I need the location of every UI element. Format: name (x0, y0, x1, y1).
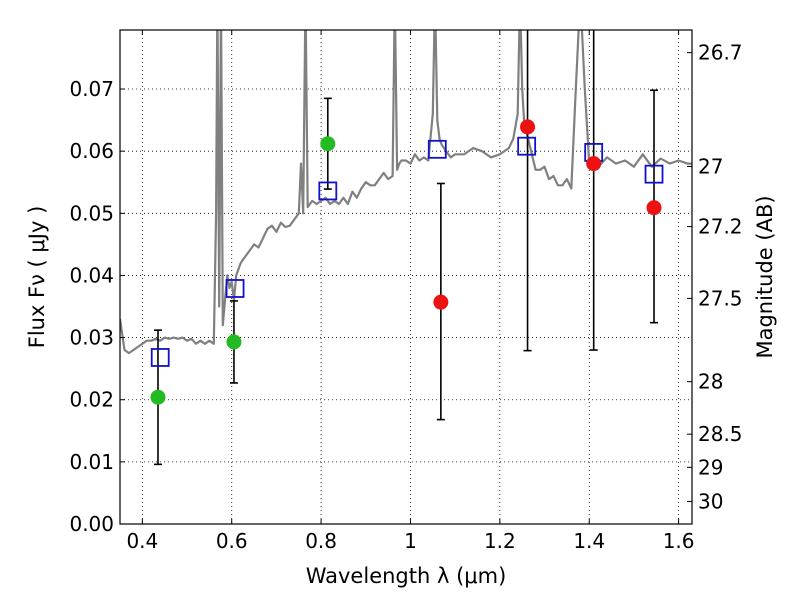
y-tick-label: 0.01 (69, 450, 114, 474)
y-tick-label: 0.05 (69, 201, 114, 225)
model-spectrum-line (120, 30, 692, 355)
y-axis-label: Flux Fν ( μJy ) (25, 206, 49, 349)
magnitude-tick-label: 28.5 (698, 422, 743, 446)
magnitude-tick-label: 29 (698, 455, 723, 479)
nondetection-point (646, 200, 662, 216)
x-tick-label: 0.8 (305, 529, 337, 553)
detection-point (226, 334, 242, 350)
model-photometry-square (225, 279, 245, 298)
magnitude-tick-label: 26.7 (698, 41, 743, 65)
x-tick-label: 1.4 (573, 529, 605, 553)
y-tick-label: 0.06 (69, 139, 114, 163)
x-tick-label: 0.6 (216, 529, 248, 553)
magnitude-tick-label: 27.5 (698, 286, 743, 310)
nondetection-point (586, 156, 602, 172)
model-photometry-square (644, 164, 664, 184)
model-photometry-square (150, 348, 170, 367)
magnitude-tick-label: 27 (698, 154, 723, 178)
nondetection-point (433, 294, 449, 310)
magnitude-tick-label: 28 (698, 370, 723, 394)
magnitude-tick-label: 27.2 (698, 215, 743, 239)
model-photometry-square (318, 181, 338, 201)
y-tick-label: 0.00 (69, 512, 114, 536)
plot-frame (119, 29, 693, 525)
model-photometry-square (427, 139, 447, 159)
detection-point (150, 389, 166, 405)
y-tick-label: 0.04 (69, 263, 114, 287)
magnitude-tick-label: 30 (698, 489, 723, 513)
model-photometry-square (517, 136, 537, 156)
y-tick-label: 0.07 (69, 77, 114, 101)
nondetection-point (520, 119, 536, 135)
x-tick-label: 1.2 (484, 529, 516, 553)
x-tick-label: 0.4 (126, 529, 158, 553)
magnitude-axis-label: Magnitude (AB) (753, 195, 777, 358)
y-tick-label: 0.03 (69, 326, 114, 350)
x-axis-label: Wavelength λ (μm) (306, 564, 507, 588)
axis-ticks: 0.4 0.6 0.8 1 1.2 1.4 1.6 0.00 0.01 0.02 0.03 0.04 0… (69, 30, 743, 553)
x-tick-label: 1 (404, 529, 417, 553)
plot-area (120, 30, 692, 466)
x-tick-label: 1.6 (663, 529, 695, 553)
detection-point (320, 136, 336, 152)
y-tick-label: 0.02 (69, 388, 114, 412)
